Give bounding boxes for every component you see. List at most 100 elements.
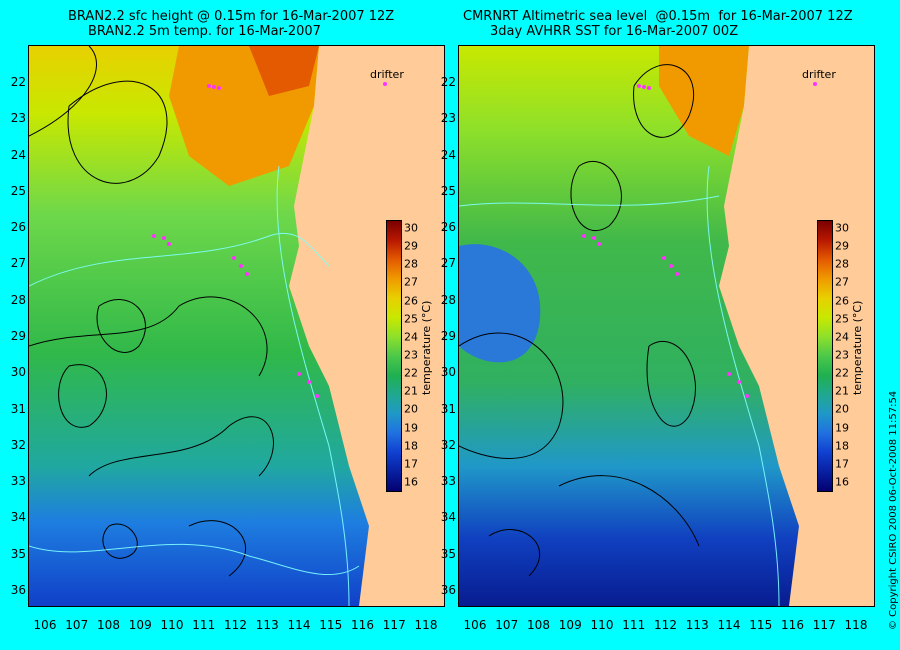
y-tick-label: 35 [440, 546, 456, 561]
left-legend: 30 29 28 27 26 25 24 23 22 21 20 19 18 17 16 temperatu… [386, 220, 433, 492]
right-legend-colorbar [817, 220, 833, 492]
right-title-line2: 3day AVHRR SST for 16-Mar-2007 00Z [490, 24, 739, 39]
y-tick-label: 33 [440, 474, 456, 489]
legend-tick-label: 21 [835, 384, 849, 398]
legend-tick-label: 25 [835, 312, 849, 326]
right-map-panel [458, 45, 875, 607]
y-tick-label: 22 [440, 75, 456, 89]
y-tick-label: 32 [10, 437, 26, 452]
left-map-panel [28, 45, 445, 607]
y-tick-label: 36 [10, 583, 26, 597]
x-tick-label: 107 [495, 618, 519, 632]
right-land [719, 46, 874, 606]
left-land [289, 46, 444, 606]
y-tick-label: 35 [10, 546, 26, 561]
x-tick-label: 114 [717, 618, 741, 632]
x-tick-label: 117 [382, 618, 406, 632]
legend-tick-label: 16 [404, 475, 418, 489]
x-tick-label: 106 [33, 618, 57, 632]
legend-tick-label: 17 [835, 457, 849, 471]
legend-tick-label: 26 [404, 294, 418, 308]
y-tick-label: 28 [440, 292, 456, 307]
x-tick-label: 112 [224, 618, 247, 632]
y-tick-label: 23 [10, 111, 26, 126]
legend-tick-label: 26 [835, 294, 849, 308]
legend-tick-label: 25 [404, 312, 418, 326]
x-tick-label: 109 [128, 618, 152, 632]
y-tick-label: 26 [440, 220, 456, 235]
y-tick-label: 33 [10, 474, 26, 489]
legend-tick-label: 28 [835, 257, 849, 271]
x-tick-label: 116 [781, 618, 804, 632]
legend-tick-label: 27 [404, 275, 418, 289]
x-tick-label: 111 [622, 618, 646, 632]
y-tick-label: 25 [10, 183, 26, 198]
x-tick-label: 116 [351, 618, 374, 632]
legend-tick-label: 16 [835, 475, 849, 489]
x-tick-label: 112 [654, 618, 677, 632]
right-title-line1: CMRNRT Altimetric sea level @0.15m for 1… [463, 9, 853, 24]
legend-tick-label: 27 [835, 275, 849, 289]
y-tick-label: 27 [440, 256, 456, 271]
x-tick-label: 110 [590, 618, 614, 632]
legend-tick-label: 29 [404, 239, 418, 253]
y-axis-labels-right: 22 23 24 25 26 27 28 29 30 31 32 33 34 35 36 [430, 45, 458, 605]
legend-tick-label: 28 [404, 257, 418, 271]
legend-tick-label: 23 [404, 348, 418, 362]
legend-tick-label: 30 [835, 221, 849, 235]
x-tick-label: 113 [255, 618, 279, 632]
y-tick-label: 34 [440, 510, 456, 525]
y-tick-label: 24 [440, 147, 456, 162]
right-contours [459, 64, 700, 577]
legend-tick-label: 23 [835, 348, 849, 362]
x-axis-labels-left: 106 107 108 109 110 111 112 113 114 115 116 117 118 [28, 618, 443, 634]
x-tick-label: 115 [319, 618, 343, 632]
y-tick-label: 32 [440, 437, 456, 452]
left-contours [29, 46, 274, 577]
legend-tick-label: 22 [404, 366, 418, 380]
right-drifter-label: drifter [802, 68, 836, 81]
right-legend-title: temperature (°C) [851, 300, 864, 395]
y-tick-label: 29 [440, 329, 456, 343]
legend-tick-label: 24 [404, 330, 418, 344]
right-legend: 30 29 28 27 26 25 24 23 22 21 20 19 18 17 16 temperatu… [817, 220, 864, 492]
x-tick-label: 110 [160, 618, 184, 632]
x-tick-label: 106 [463, 618, 487, 632]
legend-tick-label: 24 [835, 330, 849, 344]
legend-tick-label: 20 [835, 402, 849, 416]
y-tick-label: 30 [10, 365, 26, 380]
x-tick-label: 115 [749, 618, 773, 632]
left-title-line1: BRAN2.2 sfc height @ 0.15m for 16-Mar-20… [68, 9, 395, 24]
legend-tick-label: 20 [404, 402, 418, 416]
x-tick-label: 107 [65, 618, 89, 632]
right-sst-map [459, 46, 874, 606]
y-tick-label: 36 [440, 583, 456, 597]
y-tick-label: 31 [440, 401, 456, 416]
legend-tick-label: 21 [404, 384, 418, 398]
y-tick-label: 27 [10, 256, 26, 271]
left-title-line2: BRAN2.2 5m temp. for 16-Mar-2007 [88, 24, 321, 39]
legend-tick-label: 29 [835, 239, 849, 253]
x-axis-labels-right: 106 107 108 109 110 111 112 113 114 115 116 117 118 [458, 618, 873, 634]
legend-tick-label: 30 [404, 221, 418, 235]
x-tick-label: 114 [287, 618, 311, 632]
right-drifters [582, 82, 817, 398]
left-legend-colorbar [386, 220, 402, 492]
y-tick-label: 23 [440, 111, 456, 126]
legend-tick-label: 19 [835, 421, 849, 435]
y-tick-label: 31 [10, 401, 26, 416]
x-tick-label: 111 [192, 618, 216, 632]
y-tick-label: 30 [440, 365, 456, 380]
y-tick-label: 24 [10, 147, 26, 162]
x-tick-label: 113 [685, 618, 709, 632]
x-tick-label: 108 [527, 618, 550, 632]
legend-tick-label: 18 [404, 439, 418, 453]
y-tick-label: 34 [10, 510, 26, 525]
left-sst-map [29, 46, 444, 606]
legend-tick-label: 19 [404, 421, 418, 435]
left-drifter-label: drifter [370, 68, 404, 81]
y-tick-label: 28 [10, 292, 26, 307]
y-tick-label: 26 [10, 220, 26, 235]
y-tick-label: 25 [440, 183, 456, 198]
left-drifters [152, 82, 387, 398]
